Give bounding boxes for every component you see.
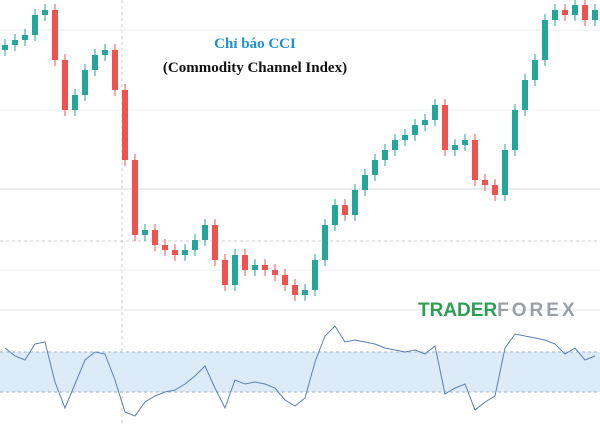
- candle-body: [282, 275, 288, 285]
- candle-body: [202, 225, 208, 240]
- candle-body: [422, 120, 428, 125]
- candle-body: [232, 255, 238, 285]
- candle-body: [452, 145, 458, 150]
- candle-body: [262, 265, 268, 270]
- candle-body: [342, 205, 348, 215]
- candle-body: [2, 45, 8, 50]
- candle-body: [592, 10, 598, 20]
- candle-body: [22, 35, 28, 40]
- candle-body: [582, 5, 588, 20]
- candle-body: [382, 150, 388, 160]
- candle-body: [392, 140, 398, 150]
- candle-body: [352, 190, 358, 215]
- cci-line: [4, 325, 596, 417]
- cci-band: [0, 352, 600, 392]
- candle-body: [122, 90, 128, 160]
- candle-body: [502, 150, 508, 195]
- candle-body: [302, 290, 308, 295]
- candle-body: [192, 240, 198, 250]
- candle-body: [512, 110, 518, 150]
- candle-body: [132, 160, 138, 235]
- candle-body: [472, 140, 478, 180]
- candle-body: [142, 230, 148, 235]
- candle-body: [242, 255, 248, 270]
- candle-body: [482, 180, 488, 185]
- candle-body: [562, 10, 568, 15]
- candle-body: [92, 55, 98, 70]
- candle-body: [432, 105, 438, 120]
- candle-body: [442, 105, 448, 150]
- candle-body: [372, 160, 378, 175]
- watermark-part: FOREX: [497, 300, 577, 321]
- candle-body: [362, 175, 368, 190]
- candle-body: [252, 265, 258, 270]
- candle-body: [172, 250, 178, 255]
- candle-body: [72, 95, 78, 110]
- candle-body: [82, 70, 88, 95]
- candle-body: [312, 260, 318, 290]
- candle-body: [522, 80, 528, 110]
- candle-body: [102, 50, 108, 55]
- candle-body: [52, 10, 58, 60]
- candle-body: [182, 250, 188, 255]
- watermark-part: TRADER: [418, 300, 497, 321]
- candle-body: [272, 270, 278, 275]
- watermark: TRADERFOREX: [418, 300, 578, 321]
- candle-body: [462, 140, 468, 145]
- candle-body: [32, 15, 38, 35]
- candle-body: [162, 245, 168, 250]
- candle-body: [412, 125, 418, 135]
- candle-body: [552, 10, 558, 20]
- candle-body: [62, 60, 68, 110]
- candle-body: [492, 185, 498, 195]
- candle-body: [332, 205, 338, 225]
- candle-body: [572, 5, 578, 15]
- subtitle: (Commodity Channel Index): [163, 60, 347, 76]
- candle-body: [152, 230, 158, 245]
- candle-body: [212, 225, 218, 260]
- candle-body: [112, 50, 118, 90]
- candle-body: [12, 40, 18, 45]
- candle-body: [222, 260, 228, 285]
- candle-body: [42, 10, 48, 15]
- candle-body: [402, 135, 408, 140]
- candle-body: [322, 225, 328, 260]
- candle-body: [292, 285, 298, 295]
- candle-body: [532, 60, 538, 80]
- candle-body: [542, 20, 548, 60]
- title: Chỉ báo CCI: [214, 36, 296, 52]
